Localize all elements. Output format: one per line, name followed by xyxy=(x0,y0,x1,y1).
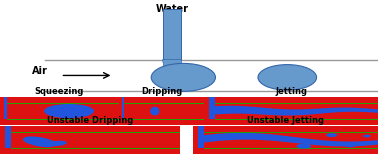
Text: Dripping: Dripping xyxy=(141,87,182,96)
Bar xyxy=(0,132,180,148)
Bar xyxy=(3,97,7,119)
Ellipse shape xyxy=(363,135,370,137)
Text: Air: Air xyxy=(32,66,48,76)
Ellipse shape xyxy=(48,141,67,146)
Ellipse shape xyxy=(151,63,215,91)
Text: Squeezing: Squeezing xyxy=(35,87,84,96)
Bar xyxy=(122,97,124,119)
Bar xyxy=(193,132,378,148)
Bar xyxy=(119,103,204,119)
Bar xyxy=(198,126,204,148)
Bar xyxy=(204,103,378,119)
Bar xyxy=(209,97,215,119)
Ellipse shape xyxy=(258,65,317,90)
Ellipse shape xyxy=(296,144,311,149)
Bar xyxy=(163,8,181,60)
Polygon shape xyxy=(204,133,378,146)
Text: Jetting: Jetting xyxy=(275,87,307,96)
Text: Unstable Jetting: Unstable Jetting xyxy=(247,116,324,125)
Ellipse shape xyxy=(326,133,337,137)
Ellipse shape xyxy=(345,144,355,147)
Bar xyxy=(0,103,119,119)
Polygon shape xyxy=(163,60,181,73)
Ellipse shape xyxy=(150,107,160,116)
Ellipse shape xyxy=(23,136,56,147)
Text: Unstable Dripping: Unstable Dripping xyxy=(46,116,133,125)
Bar xyxy=(5,126,11,148)
Polygon shape xyxy=(215,106,378,116)
Text: Water: Water xyxy=(155,4,189,14)
Ellipse shape xyxy=(44,104,94,118)
